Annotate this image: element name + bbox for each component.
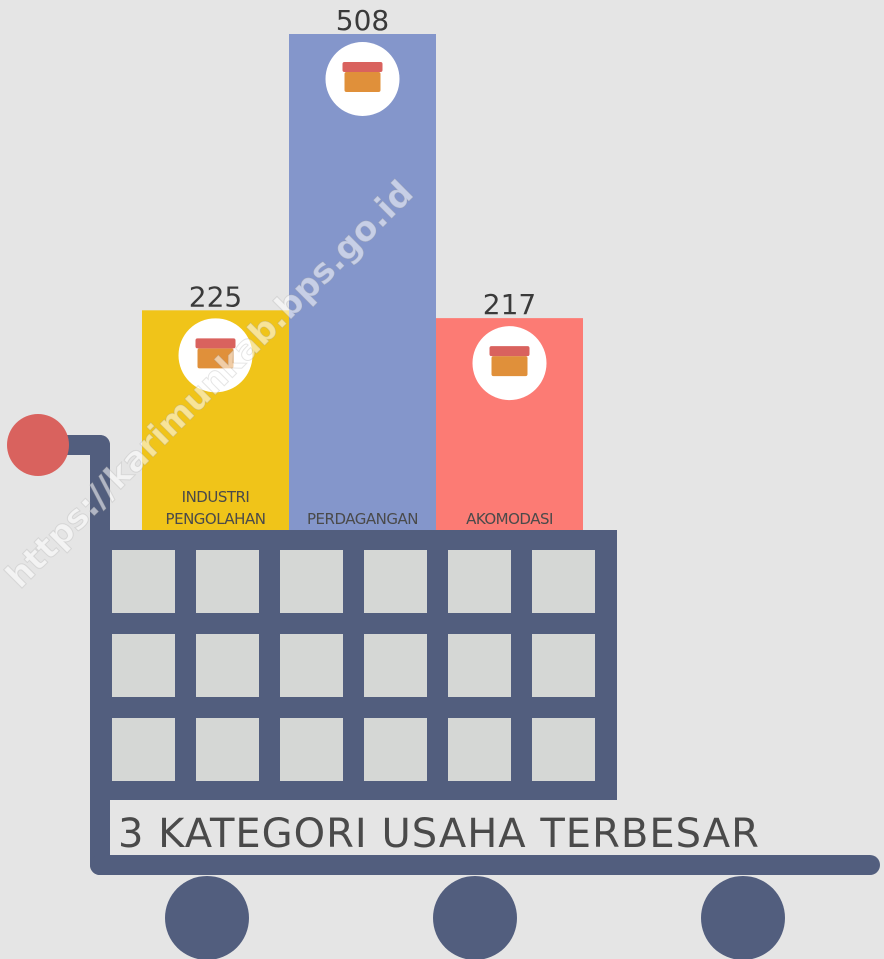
category-label: INDUSTRI PENGOLAHAN — [142, 486, 289, 530]
icon — [343, 62, 383, 72]
cart-cell — [196, 718, 259, 781]
cart-cell — [532, 634, 595, 697]
value-label: 225 — [189, 280, 242, 313]
category-label: PERDAGANGAN — [289, 508, 436, 530]
value-label: 508 — [336, 4, 389, 37]
cart-cell — [532, 550, 595, 613]
cart-cell — [280, 718, 343, 781]
cart-cell — [280, 550, 343, 613]
bars: 225 508 217 — [142, 4, 583, 530]
cart-cell — [364, 718, 427, 781]
cart-cell — [364, 634, 427, 697]
cart-cell — [112, 634, 175, 697]
cart-cell — [196, 550, 259, 613]
cart-cell — [112, 550, 175, 613]
page: 225508217 3 KATEGORI USAHA TERBESAR http… — [0, 0, 884, 959]
icon — [345, 72, 381, 92]
cart-cell — [196, 634, 259, 697]
cart-cell — [448, 550, 511, 613]
wheel — [165, 876, 249, 959]
category-label: AKOMODASI — [436, 508, 583, 530]
cart-cell — [280, 634, 343, 697]
cart-cell — [448, 634, 511, 697]
icon — [490, 346, 530, 356]
value-label: 217 — [483, 288, 536, 321]
cart-handle-grip — [7, 414, 69, 476]
icon — [492, 356, 528, 376]
chart: 225508217 3 KATEGORI USAHA TERBESAR http… — [0, 0, 884, 959]
chart-title: 3 KATEGORI USAHA TERBESAR — [118, 811, 760, 857]
wheel — [701, 876, 785, 959]
cart-cell — [112, 718, 175, 781]
wheel — [433, 876, 517, 959]
cart-cell — [364, 550, 427, 613]
cart-cell — [532, 718, 595, 781]
cart-cell — [448, 718, 511, 781]
